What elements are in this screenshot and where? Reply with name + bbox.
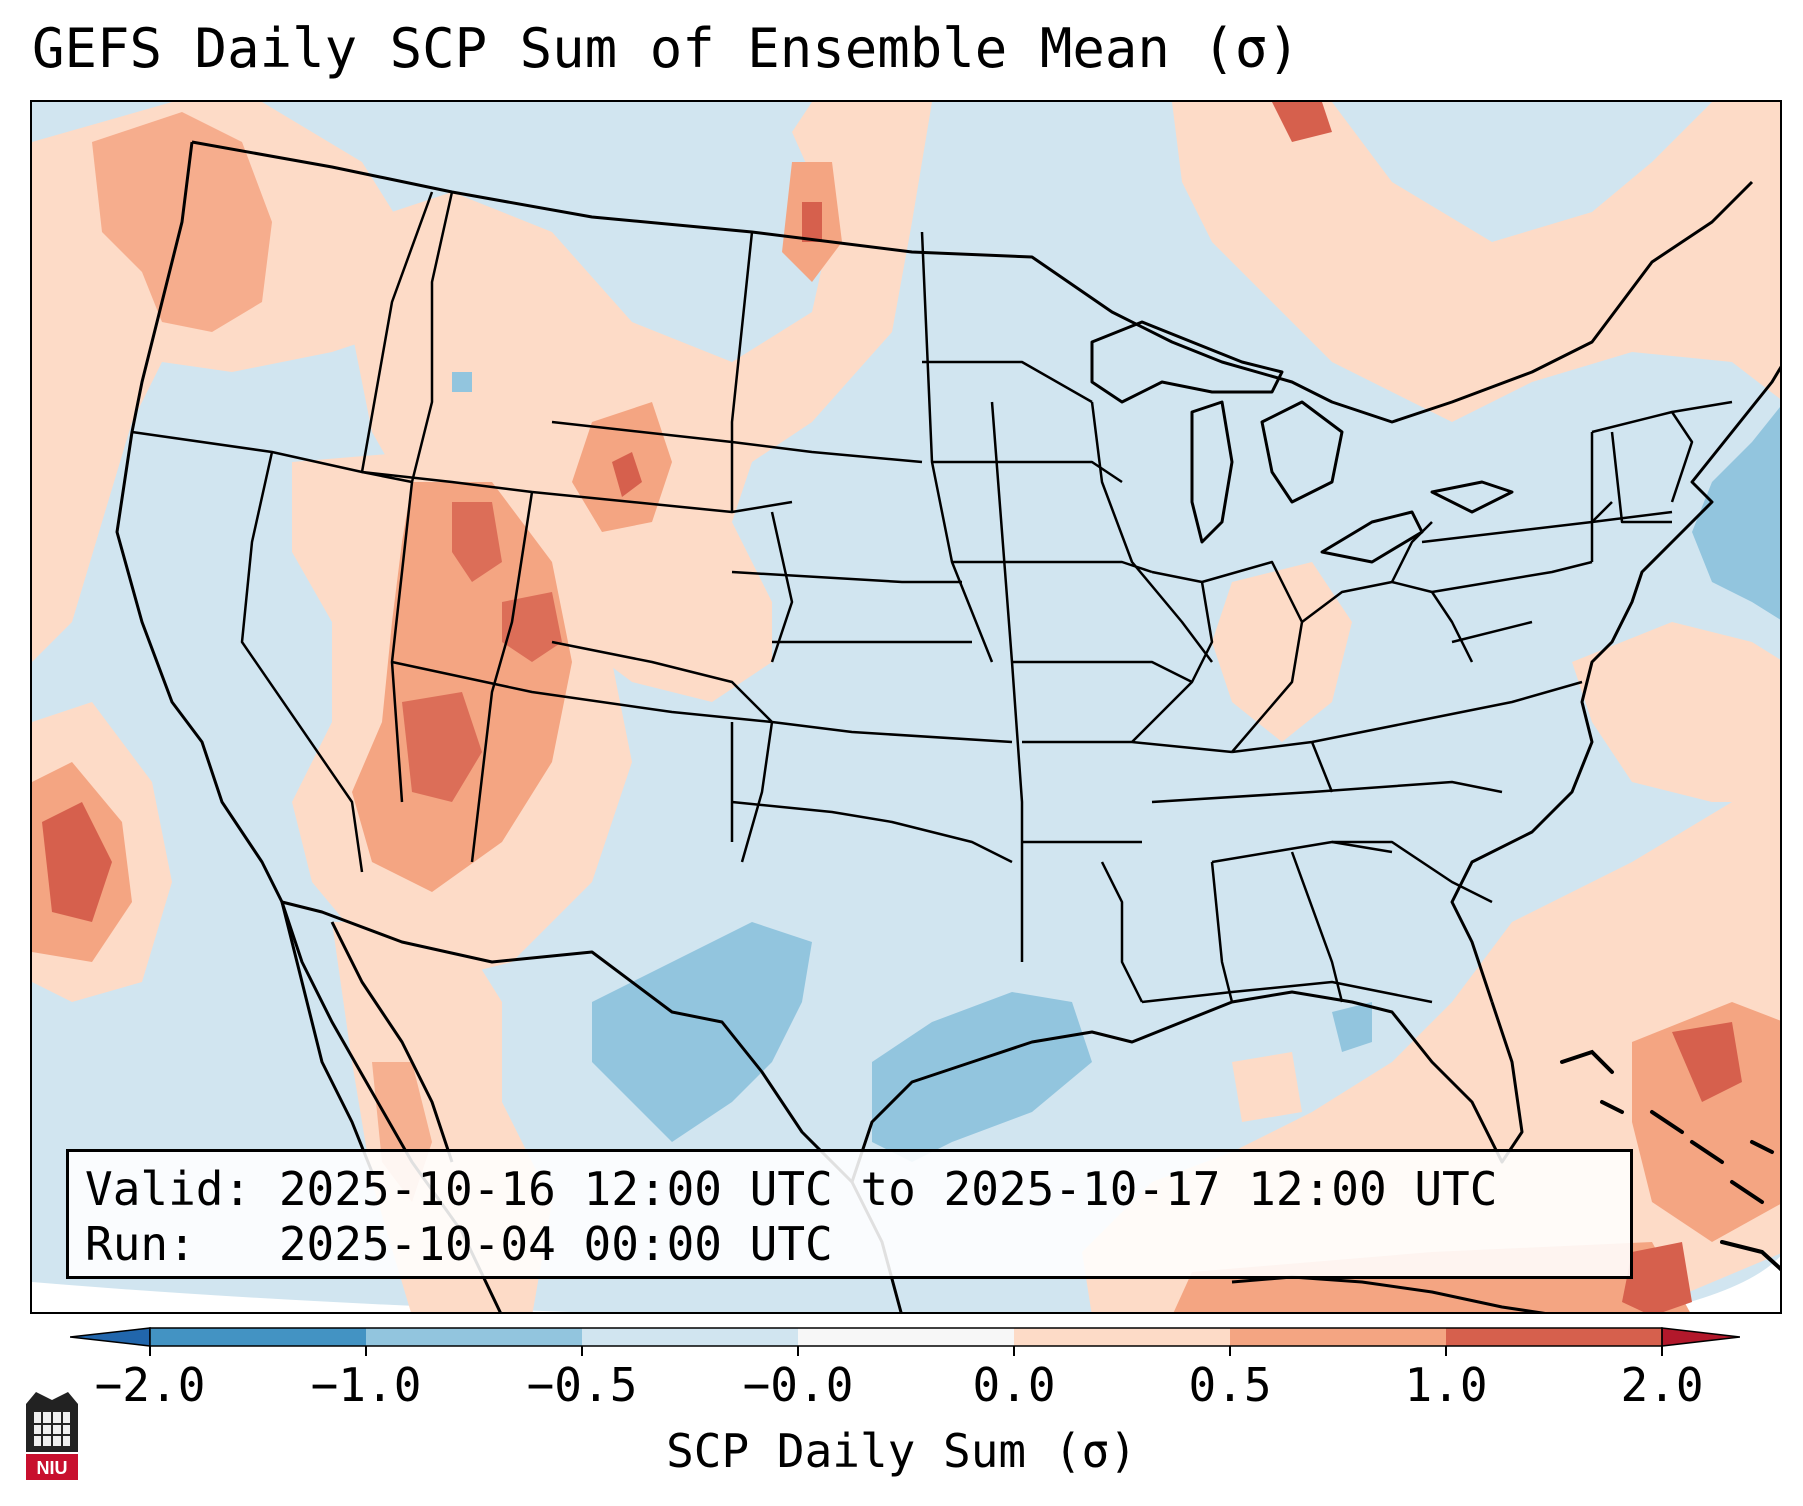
colorbar-tick-label: 1.0 [1404,1358,1488,1412]
shade-atlantic-northeast [1692,407,1780,620]
shade-nd-peak-core [802,202,822,242]
colorbar-tick-label: 0.5 [1188,1358,1272,1412]
positive-anomaly-shading [32,102,1780,1312]
svg-text:NIU: NIU [37,1458,68,1478]
shade-utah-core [452,502,502,582]
shade-pacific-southwest-core [42,802,112,922]
shade-cuba-core [1622,1242,1692,1312]
coast-baja [280,901,454,1173]
colorbar-tick-label: −0.5 [526,1358,638,1412]
colorbar-bin [798,1328,1014,1346]
shade-arizona-core-2 [502,592,562,662]
shade-gulf-texas [872,992,1092,1162]
colorbar-tick-label: −1.0 [310,1358,422,1412]
colorbar-tick-label: 0.0 [972,1358,1056,1412]
map-title: GEFS Daily SCP Sum of Ensemble Mean (σ) [32,17,1300,80]
shade-florida-spot [1332,1002,1372,1052]
map-panel[interactable] [30,100,1782,1314]
colorbar-bin [582,1328,798,1346]
shade-canada-peak [1272,102,1332,142]
niu-logo-icon: NIU [26,1392,78,1480]
colorbar-label: SCP Daily Sum (σ) [666,1424,1137,1478]
colorbar-bin [150,1328,366,1346]
colorbar-over-extension [1661,1327,1740,1347]
lake-michigan [1190,400,1234,544]
colorbar-bin [1446,1328,1662,1346]
colorbar-bin [1014,1328,1230,1346]
run-time-text: Run: 2025-10-04 00:00 UTC [85,1217,833,1271]
valid-time-text: Valid: 2025-10-16 12:00 UTC to 2025-10-1… [85,1162,1498,1216]
shade-wyoming-spot [452,372,472,392]
state-borders [131,191,1733,1004]
coast-pacific [115,141,502,1312]
map-edge-blank-left [32,1282,571,1312]
shade-ohio-valley [1212,562,1352,742]
colorbar-bin [1230,1328,1446,1346]
shade-gulf-spot [1232,1052,1302,1122]
shade-texas-south [592,922,812,1142]
colorbar-tick-label: −0.0 [742,1358,854,1412]
lake-superior [1090,320,1284,404]
lake-huron [1260,400,1344,504]
valid-time-info-box: Valid: 2025-10-16 12:00 UTC to 2025-10-1… [66,1149,1633,1279]
shade-caribbean-core [1672,1022,1742,1102]
scp-anomaly-map [32,102,1780,1312]
negative-anomaly-shading [452,372,1780,1162]
colorbar [70,1327,1740,1356]
colorbar-outline [149,1327,1663,1347]
colorbar-under-extension [70,1327,151,1347]
shade-canada-east [1172,102,1780,422]
coast-atlantic [1450,365,1780,1003]
shade-arizona-core [402,692,482,802]
shade-montana-peak-core [612,452,642,497]
map-edge-blank-right [1650,1256,1780,1312]
shade-caribbean-mid [1632,1002,1780,1242]
border-us-mexico [281,900,854,1184]
lake-ontario [1430,480,1514,514]
border-us-canada [191,140,1754,424]
lake-erie [1320,510,1424,564]
colorbar-tick-label: −2.0 [94,1358,206,1412]
colorbar-tick-label: 2.0 [1620,1358,1704,1412]
shade-atlantic-east [1572,622,1780,802]
caribbean-islands [1560,1049,1780,1272]
colorbar-bin [366,1328,582,1346]
